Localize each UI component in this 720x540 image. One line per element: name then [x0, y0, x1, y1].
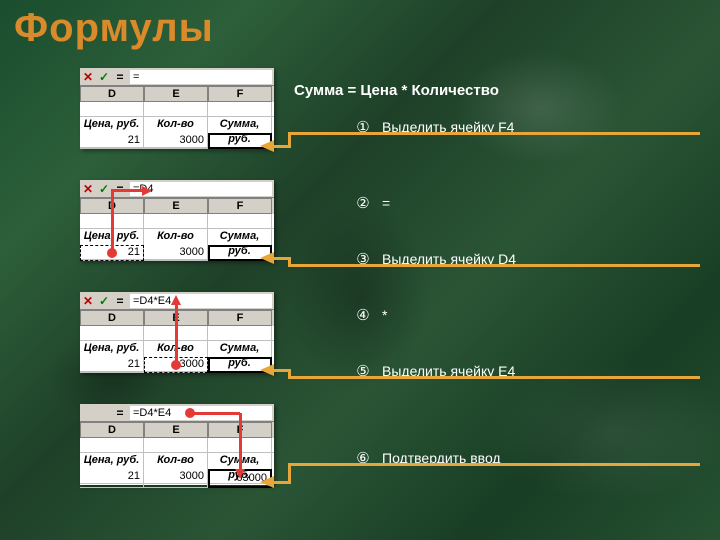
formula-bar: ✕ ✓ = =D4	[80, 180, 274, 198]
arrow-head-icon	[260, 140, 274, 152]
col-header: E	[144, 86, 208, 102]
arrow-segment	[272, 257, 290, 260]
col-header: F	[208, 198, 272, 214]
data-cell[interactable]: 3000	[144, 133, 208, 149]
data-cell[interactable]: 3000	[144, 245, 208, 261]
confirm-icon[interactable]: ✓	[96, 182, 112, 196]
step-number: ②	[354, 194, 372, 212]
highlight-arrow-icon	[142, 186, 152, 196]
highlight-line	[190, 412, 240, 415]
cancel-icon[interactable]: ✕	[80, 294, 96, 308]
confirm-icon[interactable]: ✓	[96, 70, 112, 84]
header-row: Цена, руб.Кол-воСумма, руб.	[80, 117, 274, 133]
col-header: D	[80, 310, 144, 326]
equals-icon[interactable]: =	[112, 294, 128, 308]
highlight-line	[239, 413, 242, 471]
arrow-segment	[288, 132, 700, 135]
column-headers: DEF	[80, 198, 274, 214]
data-cell[interactable]: 21	[80, 357, 144, 373]
highlight-line	[175, 301, 178, 365]
column-headers: DEF	[80, 86, 274, 102]
arrow-head-icon	[260, 476, 274, 488]
col-header: F	[208, 310, 272, 326]
data-cell[interactable]: 3000	[144, 469, 208, 488]
formula-input[interactable]: =D4*E4	[130, 294, 272, 308]
step-2: ② =	[354, 194, 390, 212]
arrow-head-icon	[260, 252, 274, 264]
col-header: F	[208, 86, 272, 102]
step-label: =	[382, 195, 390, 211]
highlight-arrow-icon	[235, 469, 245, 479]
confirm-icon[interactable]: ✓	[96, 294, 112, 308]
data-row: 213000	[80, 133, 274, 149]
cancel-icon[interactable]: ✕	[80, 70, 96, 84]
step-4: ④ *	[354, 306, 387, 324]
highlight-line	[111, 189, 114, 253]
arrow-segment	[288, 264, 700, 267]
col-header: D	[80, 86, 144, 102]
page-title: Формулы	[14, 6, 214, 51]
header-row: Цена, руб.Кол-воСумма, руб.	[80, 453, 274, 469]
arrow-head-icon	[260, 364, 274, 376]
column-headers: DEF	[80, 422, 274, 438]
header-row: Цена, руб.Кол-воСумма, руб.	[80, 229, 274, 245]
arrow-segment	[288, 463, 700, 466]
formula-bar: ✕ ✓ = =	[80, 68, 274, 86]
formula-bar: = =D4*E4	[80, 404, 274, 422]
cancel-icon[interactable]: ✕	[80, 182, 96, 196]
highlight-arrow-icon	[171, 295, 181, 305]
col-header: E	[144, 198, 208, 214]
col-header: E	[144, 422, 208, 438]
arrow-segment	[272, 145, 290, 148]
data-cell[interactable]: 21	[80, 469, 144, 488]
step-label: *	[382, 307, 387, 323]
col-header: D	[80, 422, 144, 438]
spreadsheet-snippet-1: ✕ ✓ = = DEF Цена, руб.Кол-воСумма, руб. …	[80, 68, 274, 149]
formula-input[interactable]: =	[130, 70, 272, 84]
data-cell[interactable]: 21	[80, 133, 144, 149]
arrow-segment	[272, 481, 290, 484]
equals-icon[interactable]: =	[112, 70, 128, 84]
step-number: ④	[354, 306, 372, 324]
subtitle-formula: Сумма = Цена * Количество	[294, 82, 499, 99]
arrow-segment	[288, 376, 700, 379]
arrow-segment	[272, 369, 290, 372]
equals-icon[interactable]: =	[112, 406, 128, 420]
